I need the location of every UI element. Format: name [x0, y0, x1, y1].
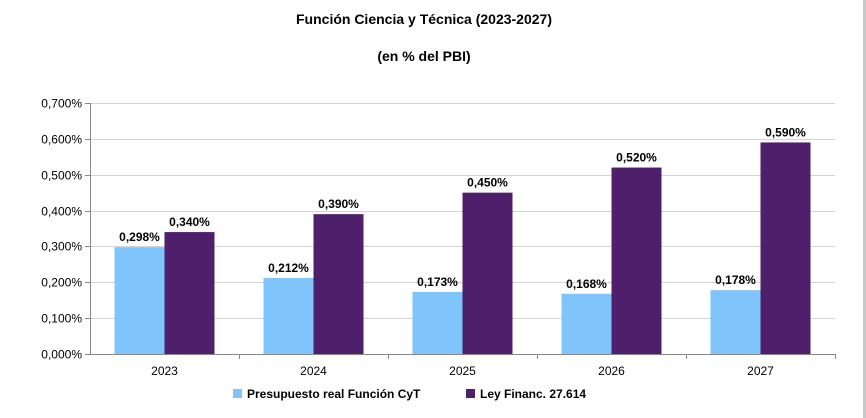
y-tick-label: 0,100% [41, 312, 82, 326]
axes: 0,000% 0,100% 0,200% 0,300% 0,400% 0,500% 0,60… [41, 97, 836, 378]
data-label: 0,298% [119, 230, 160, 244]
legend-label: Ley Financ. 27.614 [480, 387, 586, 401]
x-tick-label: 2025 [449, 364, 476, 378]
bar-ley-2026 [611, 167, 662, 354]
y-tick-label: 0,200% [41, 276, 82, 290]
data-label: 0,590% [765, 125, 806, 139]
data-label: 0,178% [715, 273, 756, 287]
bar-presupuesto-2024 [263, 277, 314, 354]
x-tick-label: 2024 [300, 364, 327, 378]
y-tick-label: 0,400% [41, 205, 82, 219]
bar-presupuesto-2023 [114, 247, 165, 354]
legend: Presupuesto real Función CyT Ley Financ. … [233, 387, 586, 401]
chart-subtitle: (en % del PBI) [377, 48, 470, 64]
bar-ley-2023 [164, 232, 215, 354]
data-label: 0,450% [467, 176, 508, 190]
frame-edge [863, 0, 866, 418]
y-tick-label: 0,500% [41, 169, 82, 183]
y-tick-label: 0,700% [41, 97, 82, 111]
bars [114, 142, 811, 354]
legend-label: Presupuesto real Función CyT [247, 387, 421, 401]
x-tick-label: 2027 [747, 364, 774, 378]
x-tick-label: 2026 [598, 364, 625, 378]
y-tick-label: 0,300% [41, 240, 82, 254]
bar-presupuesto-2026 [561, 293, 612, 354]
data-label: 0,390% [318, 197, 359, 211]
y-tick-label: 0,600% [41, 133, 82, 147]
legend-swatch [466, 389, 475, 398]
y-tick-label: 0,000% [41, 348, 82, 362]
bar-presupuesto-2025 [412, 291, 463, 354]
data-labels: 0,298% 0,340% 0,212% 0,390% 0,173% 0,450% 0,16… [119, 125, 806, 290]
data-label: 0,173% [417, 275, 458, 289]
bar-presupuesto-2027 [710, 290, 761, 354]
bar-ley-2025 [462, 192, 513, 354]
x-tick-label: 2023 [151, 364, 178, 378]
data-label: 0,168% [566, 277, 607, 291]
data-label: 0,340% [169, 215, 210, 229]
data-label: 0,212% [268, 261, 309, 275]
data-label: 0,520% [616, 151, 657, 165]
chart-title: Función Ciencia y Técnica (2023-2027) [296, 11, 552, 27]
bar-ley-2027 [760, 142, 811, 354]
bar-ley-2024 [313, 214, 364, 354]
legend-swatch [233, 389, 242, 398]
